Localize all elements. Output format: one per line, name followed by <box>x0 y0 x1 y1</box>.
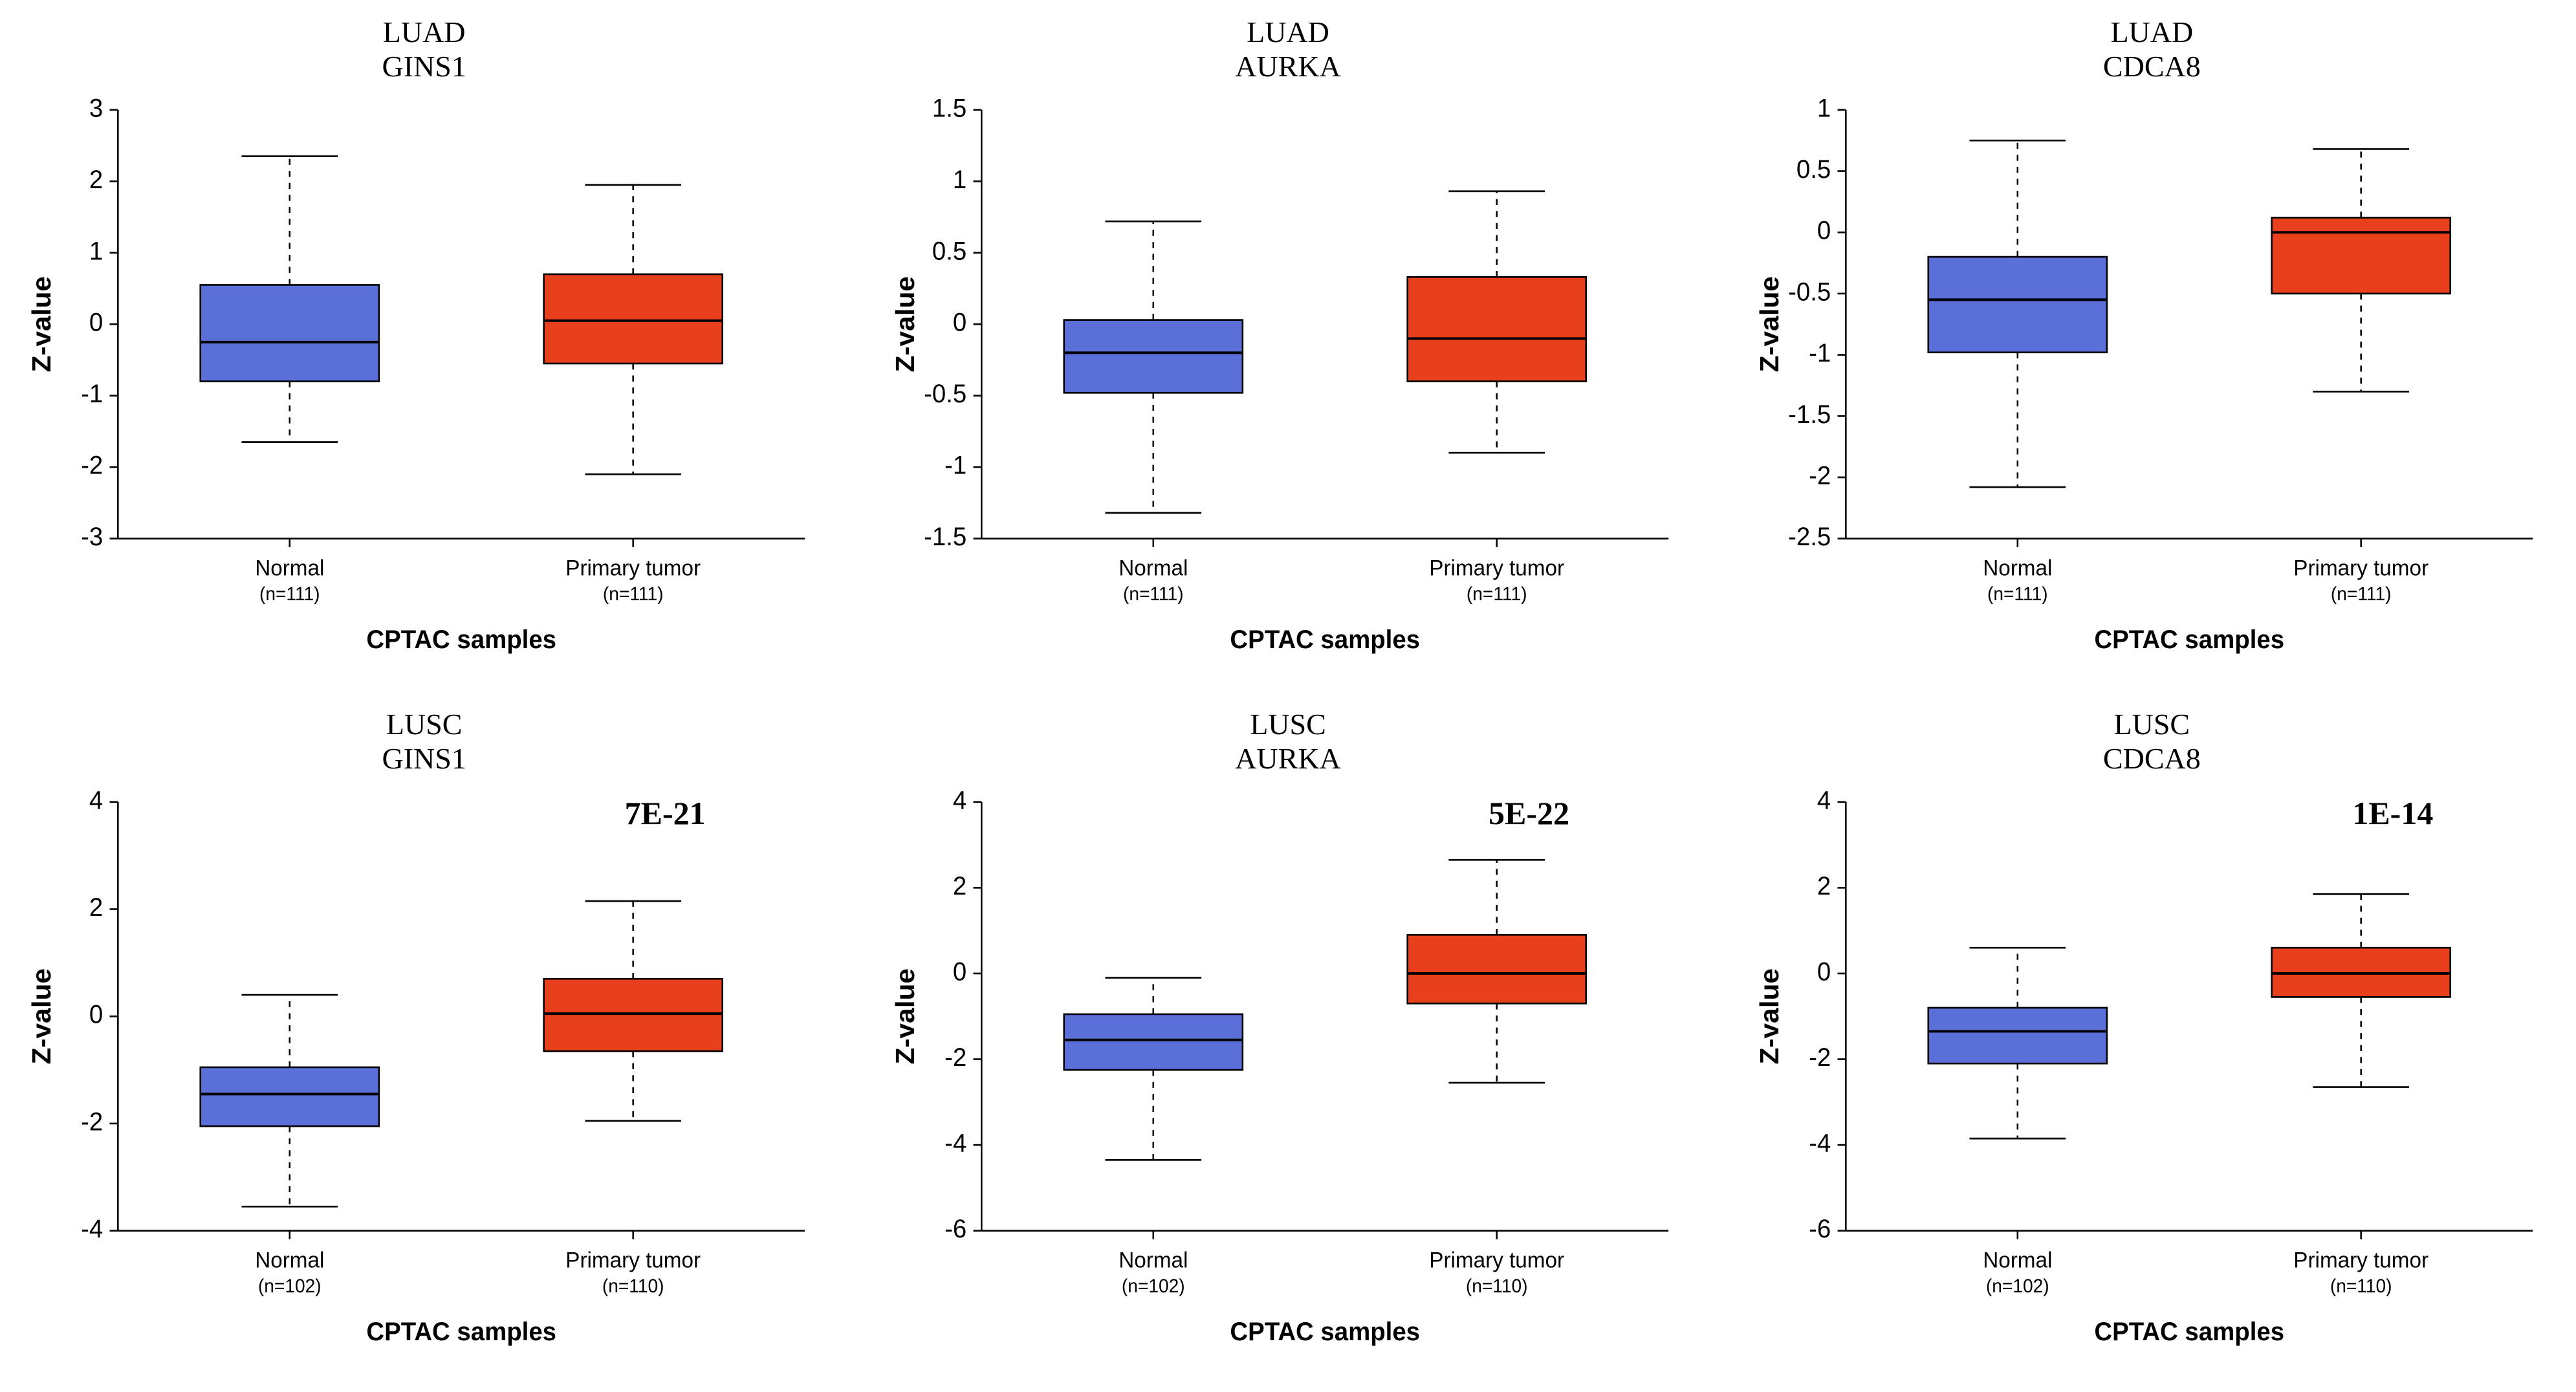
svg-text:Normal: Normal <box>255 556 324 581</box>
panel-luad-gins1: LUADGINS1-3-2-10123Z-valueNormal(n=111)P… <box>10 16 838 684</box>
svg-text:-4: -4 <box>944 1129 966 1158</box>
svg-text:Primary tumor: Primary tumor <box>565 556 701 581</box>
panel-luad-cdca8: LUADCDCA8-2.5-2-1.5-1-0.500.51Z-valueNor… <box>1738 16 2566 684</box>
svg-text:Z-value: Z-value <box>890 276 920 372</box>
svg-text:Primary tumor: Primary tumor <box>1430 1248 1565 1273</box>
svg-text:-2: -2 <box>1809 1043 1831 1072</box>
boxplot-svg: -3-2-10123Z-valueNormal(n=111)Primary tu… <box>10 16 838 684</box>
svg-text:0.5: 0.5 <box>932 237 966 266</box>
svg-text:4: 4 <box>1817 787 1831 815</box>
svg-text:Normal: Normal <box>1119 1248 1188 1273</box>
svg-text:-2: -2 <box>81 1108 103 1136</box>
svg-text:-4: -4 <box>81 1215 103 1244</box>
boxplot-grid: LUADGINS1-3-2-10123Z-valueNormal(n=111)P… <box>0 0 2576 1392</box>
svg-text:-1: -1 <box>81 380 103 409</box>
svg-text:1: 1 <box>89 237 103 266</box>
svg-text:-0.5: -0.5 <box>1788 278 1831 307</box>
box-normal <box>1064 320 1243 393</box>
box-tumor <box>544 274 723 364</box>
svg-text:(n=102): (n=102) <box>1986 1276 2049 1297</box>
svg-text:2: 2 <box>1817 872 1831 900</box>
svg-text:0: 0 <box>1817 217 1831 245</box>
svg-text:(n=111): (n=111) <box>2331 583 2392 605</box>
svg-text:Primary tumor: Primary tumor <box>2293 1248 2429 1273</box>
box-normal <box>201 1067 379 1126</box>
svg-text:3: 3 <box>89 94 103 123</box>
svg-text:Primary tumor: Primary tumor <box>2293 556 2429 581</box>
box-normal <box>1928 257 2106 353</box>
svg-text:CPTAC samples: CPTAC samples <box>366 1318 556 1347</box>
svg-text:0: 0 <box>953 958 966 986</box>
svg-text:(n=111): (n=111) <box>259 583 320 605</box>
svg-text:Z-value: Z-value <box>27 276 56 372</box>
svg-text:4: 4 <box>953 787 966 815</box>
svg-text:-2: -2 <box>1809 462 1831 490</box>
svg-text:Normal: Normal <box>255 1248 324 1273</box>
svg-text:(n=102): (n=102) <box>258 1276 322 1297</box>
box-normal <box>1064 1014 1243 1070</box>
svg-text:-1.5: -1.5 <box>1788 400 1831 429</box>
box-tumor <box>1408 277 1586 381</box>
svg-text:CPTAC samples: CPTAC samples <box>1230 1318 1421 1347</box>
svg-text:Primary tumor: Primary tumor <box>1430 556 1565 581</box>
svg-text:-1.5: -1.5 <box>924 523 966 552</box>
svg-text:-2: -2 <box>81 451 103 480</box>
svg-text:(n=110): (n=110) <box>2330 1276 2392 1297</box>
svg-text:(n=111): (n=111) <box>1987 583 2048 605</box>
svg-text:(n=102): (n=102) <box>1122 1276 1185 1297</box>
svg-text:2: 2 <box>89 166 103 194</box>
svg-text:Z-value: Z-value <box>1754 968 1784 1064</box>
svg-text:2: 2 <box>953 872 966 900</box>
svg-text:0: 0 <box>89 309 103 337</box>
svg-text:4: 4 <box>89 787 103 815</box>
svg-text:2: 2 <box>89 893 103 922</box>
panel-lusc-cdca8: LUSCCDCA81E-14-6-4-2024Z-valueNormal(n=1… <box>1738 708 2566 1376</box>
svg-text:-6: -6 <box>1809 1215 1831 1244</box>
svg-text:CPTAC samples: CPTAC samples <box>2094 626 2284 655</box>
svg-text:-2: -2 <box>944 1043 966 1072</box>
svg-text:-3: -3 <box>81 523 103 552</box>
svg-text:-2.5: -2.5 <box>1788 523 1831 552</box>
svg-text:(n=111): (n=111) <box>603 583 664 605</box>
svg-text:Z-value: Z-value <box>890 968 920 1064</box>
boxplot-svg: -4 -2 0 2 4 Z-value Normal (n=102) Primary tumor… <box>10 708 838 1376</box>
svg-text:0: 0 <box>1817 958 1831 986</box>
box-tumor <box>1408 935 1586 1003</box>
svg-text:Normal: Normal <box>1119 556 1188 581</box>
box-tumor <box>2271 217 2450 293</box>
svg-text:CPTAC samples: CPTAC samples <box>1230 626 1421 655</box>
svg-text:-1: -1 <box>1809 339 1831 367</box>
svg-text:1.5: 1.5 <box>932 94 966 123</box>
svg-text:CPTAC samples: CPTAC samples <box>366 626 556 655</box>
svg-text:0: 0 <box>89 1001 103 1029</box>
svg-text:1: 1 <box>953 166 966 194</box>
svg-text:CPTAC samples: CPTAC samples <box>2094 1318 2284 1347</box>
svg-text:(n=110): (n=110) <box>602 1276 664 1297</box>
boxplot-svg: -6 -4 -2 0 2 4 Z-value Normal (n=102) Primary tum… <box>1738 708 2566 1376</box>
svg-text:Primary tumor: Primary tumor <box>565 1248 701 1273</box>
svg-text:(n=111): (n=111) <box>1467 583 1527 605</box>
svg-text:Z-value: Z-value <box>1754 276 1784 372</box>
svg-text:1: 1 <box>1817 94 1831 123</box>
boxplot-svg: -2.5-2-1.5-1-0.500.51Z-valueNormal(n=111… <box>1738 16 2566 684</box>
svg-text:-1: -1 <box>944 451 966 480</box>
boxplot-svg: -1.5-1-0.500.511.5Z-valueNormal(n=111)Pr… <box>874 16 1701 684</box>
box-normal <box>1928 1008 2106 1063</box>
svg-text:-6: -6 <box>944 1215 966 1244</box>
svg-text:Normal: Normal <box>1983 556 2052 581</box>
svg-text:Normal: Normal <box>1983 1248 2052 1273</box>
svg-text:-0.5: -0.5 <box>924 380 966 409</box>
svg-text:0.5: 0.5 <box>1796 155 1831 184</box>
svg-text:(n=111): (n=111) <box>1123 583 1184 605</box>
panel-luad-aurka: LUADAURKA-1.5-1-0.500.511.5Z-valueNormal… <box>874 16 1701 684</box>
svg-text:Z-value: Z-value <box>27 968 56 1064</box>
boxplot-svg: -6 -4 -2 0 2 4 Z-value Normal (n=102) Primary tum… <box>874 708 1701 1376</box>
svg-text:(n=110): (n=110) <box>1466 1276 1528 1297</box>
panel-lusc-gins1: LUSCGINS17E-21-4-2024Z-valueNormal(n=102… <box>10 708 838 1376</box>
svg-text:0: 0 <box>953 309 966 337</box>
svg-text:-4: -4 <box>1809 1129 1831 1158</box>
box-tumor <box>544 979 723 1051</box>
box-normal <box>201 285 379 381</box>
panel-lusc-aurka: LUSCAURKA5E-22-6-4-2024Z-valueNormal(n=1… <box>874 708 1701 1376</box>
